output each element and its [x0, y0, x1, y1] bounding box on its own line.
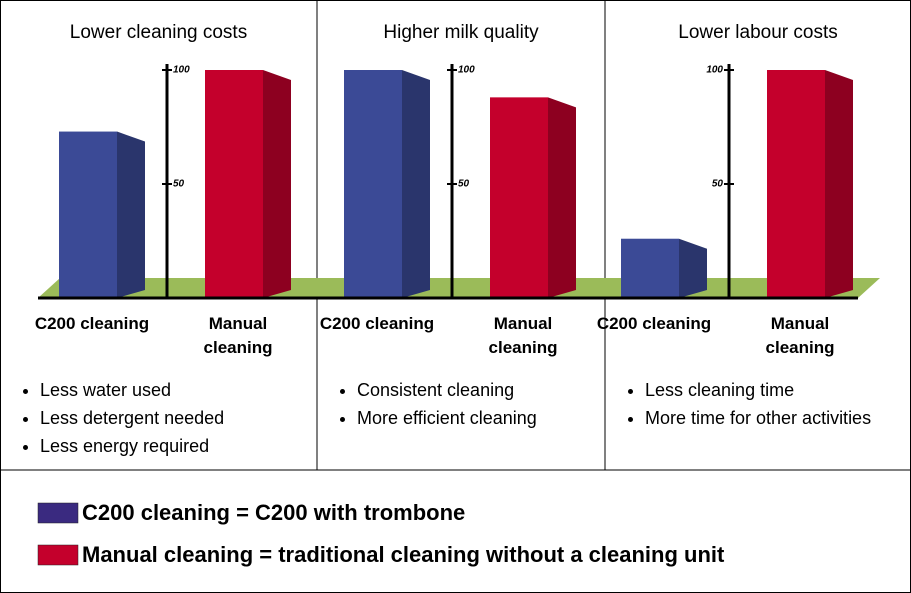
bar	[767, 70, 825, 298]
category-label: Manual cleaning	[488, 314, 558, 357]
category-label: C200 cleaning	[319, 314, 435, 333]
notes: Consistent cleaningMore efficient cleani…	[337, 376, 605, 432]
legend-swatch	[37, 502, 79, 524]
y-tick-label: 50	[173, 179, 185, 190]
notes: Less cleaning timeMore time for other ac…	[625, 376, 911, 432]
bar	[59, 131, 117, 298]
legend-label: Manual cleaning = traditional cleaning w…	[82, 542, 725, 567]
notes: Less water usedLess detergent neededLess…	[20, 376, 317, 460]
bar-side	[679, 238, 707, 298]
note: Less cleaning time	[645, 376, 911, 404]
panel-title: Lower labour costs	[678, 22, 838, 43]
bar	[490, 97, 548, 298]
y-tick-label: 100	[458, 65, 475, 76]
note: More time for other activities	[645, 404, 911, 432]
y-tick-label: 100	[173, 65, 190, 76]
category-label: C200 cleaning	[596, 314, 712, 333]
y-tick-label: 50	[458, 179, 470, 190]
bar	[205, 70, 263, 298]
legend-swatch	[37, 544, 79, 566]
note: More efficient cleaning	[357, 404, 605, 432]
bar-side	[263, 70, 291, 298]
bar	[621, 238, 679, 298]
note: Less detergent needed	[40, 404, 317, 432]
bar-side	[117, 131, 145, 298]
y-tick-label: 100	[706, 65, 723, 76]
note: Less energy required	[40, 432, 317, 460]
floor	[38, 278, 880, 298]
bar-side	[825, 70, 853, 298]
y-tick-label: 50	[712, 179, 724, 190]
category-label: Manual cleaning	[203, 314, 273, 357]
panel-title: Lower cleaning costs	[69, 22, 248, 43]
bar-side	[402, 70, 430, 298]
category-label: Manual cleaning	[765, 314, 835, 357]
bar-side	[548, 97, 576, 298]
note: Consistent cleaning	[357, 376, 605, 404]
bar	[344, 70, 402, 298]
note: Less water used	[40, 376, 317, 404]
panel-title: Higher milk quality	[383, 22, 539, 43]
category-label: C200 cleaning	[34, 314, 150, 333]
legend-label: C200 cleaning = C200 with trombone	[82, 500, 466, 525]
